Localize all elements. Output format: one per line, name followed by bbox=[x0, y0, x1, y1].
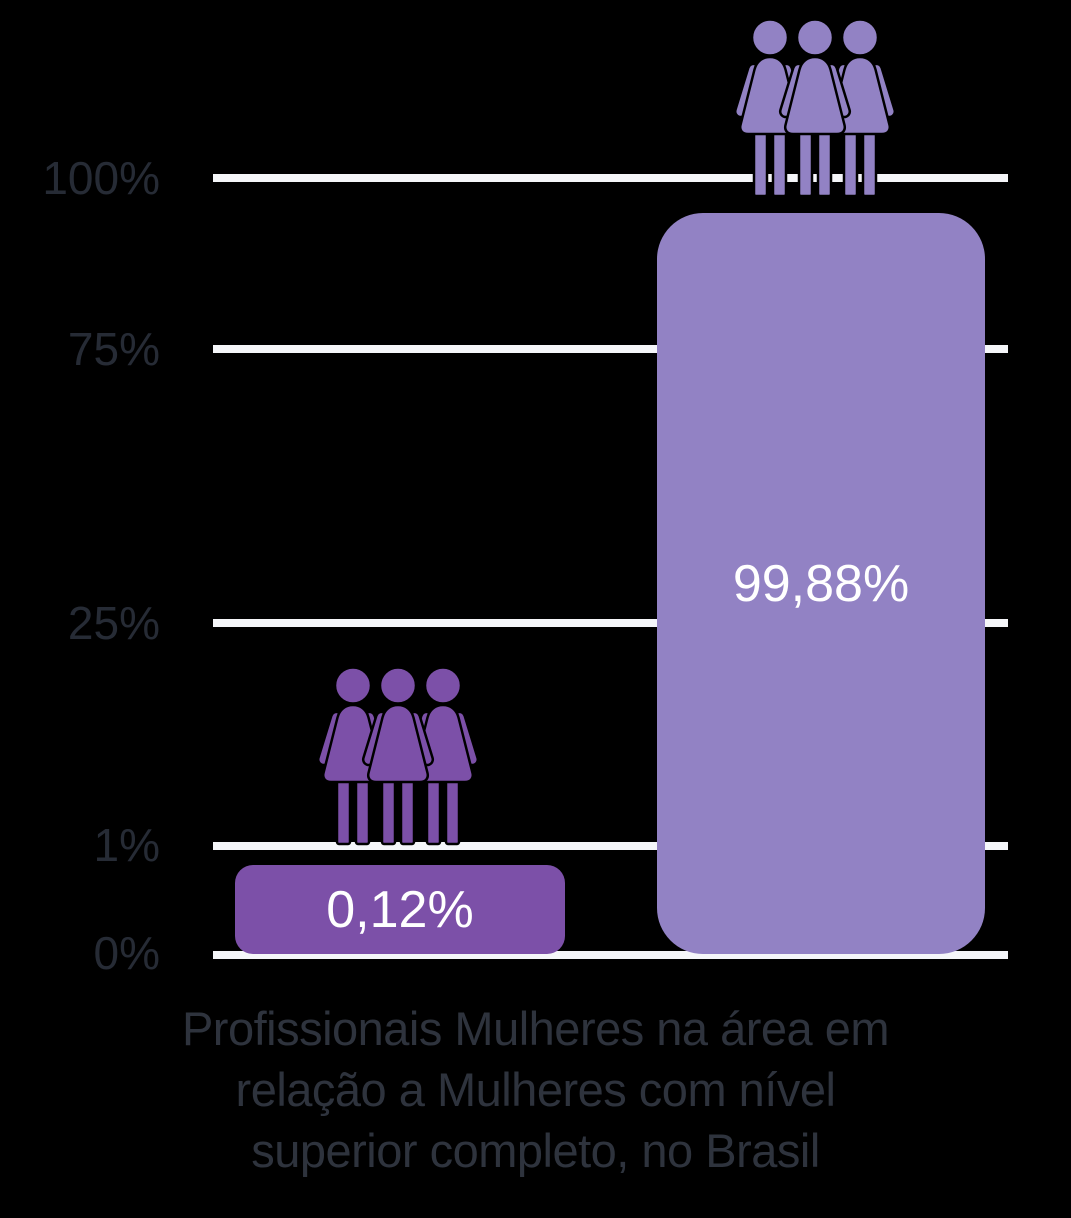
woman-icon bbox=[360, 666, 436, 846]
three-women-icon-large bbox=[732, 18, 898, 198]
three-women-icon-small bbox=[315, 666, 481, 846]
bar-value-label: 0,12% bbox=[326, 880, 474, 939]
chart-caption: Profissionais Mulheres na área em relaçã… bbox=[45, 998, 1026, 1181]
ytick-75: 75% bbox=[67, 323, 160, 375]
gridline-0 bbox=[213, 951, 1008, 959]
ytick-25: 25% bbox=[67, 597, 160, 649]
ytick-100: 100% bbox=[42, 152, 160, 204]
bar-mulheres-nivel-superior: 99,88% bbox=[657, 213, 985, 954]
bar-value-label: 99,88% bbox=[732, 554, 910, 613]
woman-icon bbox=[777, 18, 853, 198]
ytick-0: 0% bbox=[93, 927, 160, 979]
gridline-25 bbox=[213, 619, 1008, 627]
caption-line-1: Profissionais Mulheres na área em bbox=[181, 1002, 890, 1055]
bar-profissionais-mulheres: 0,12% bbox=[235, 865, 565, 954]
caption-line-2: relação a Mulheres com nível bbox=[235, 1063, 836, 1116]
gridline-100 bbox=[213, 174, 1008, 182]
gridline-1 bbox=[213, 842, 1008, 850]
caption-line-3: superior completo, no Brasil bbox=[251, 1124, 820, 1177]
gridline-75 bbox=[213, 345, 1008, 353]
ytick-1: 1% bbox=[93, 819, 160, 871]
